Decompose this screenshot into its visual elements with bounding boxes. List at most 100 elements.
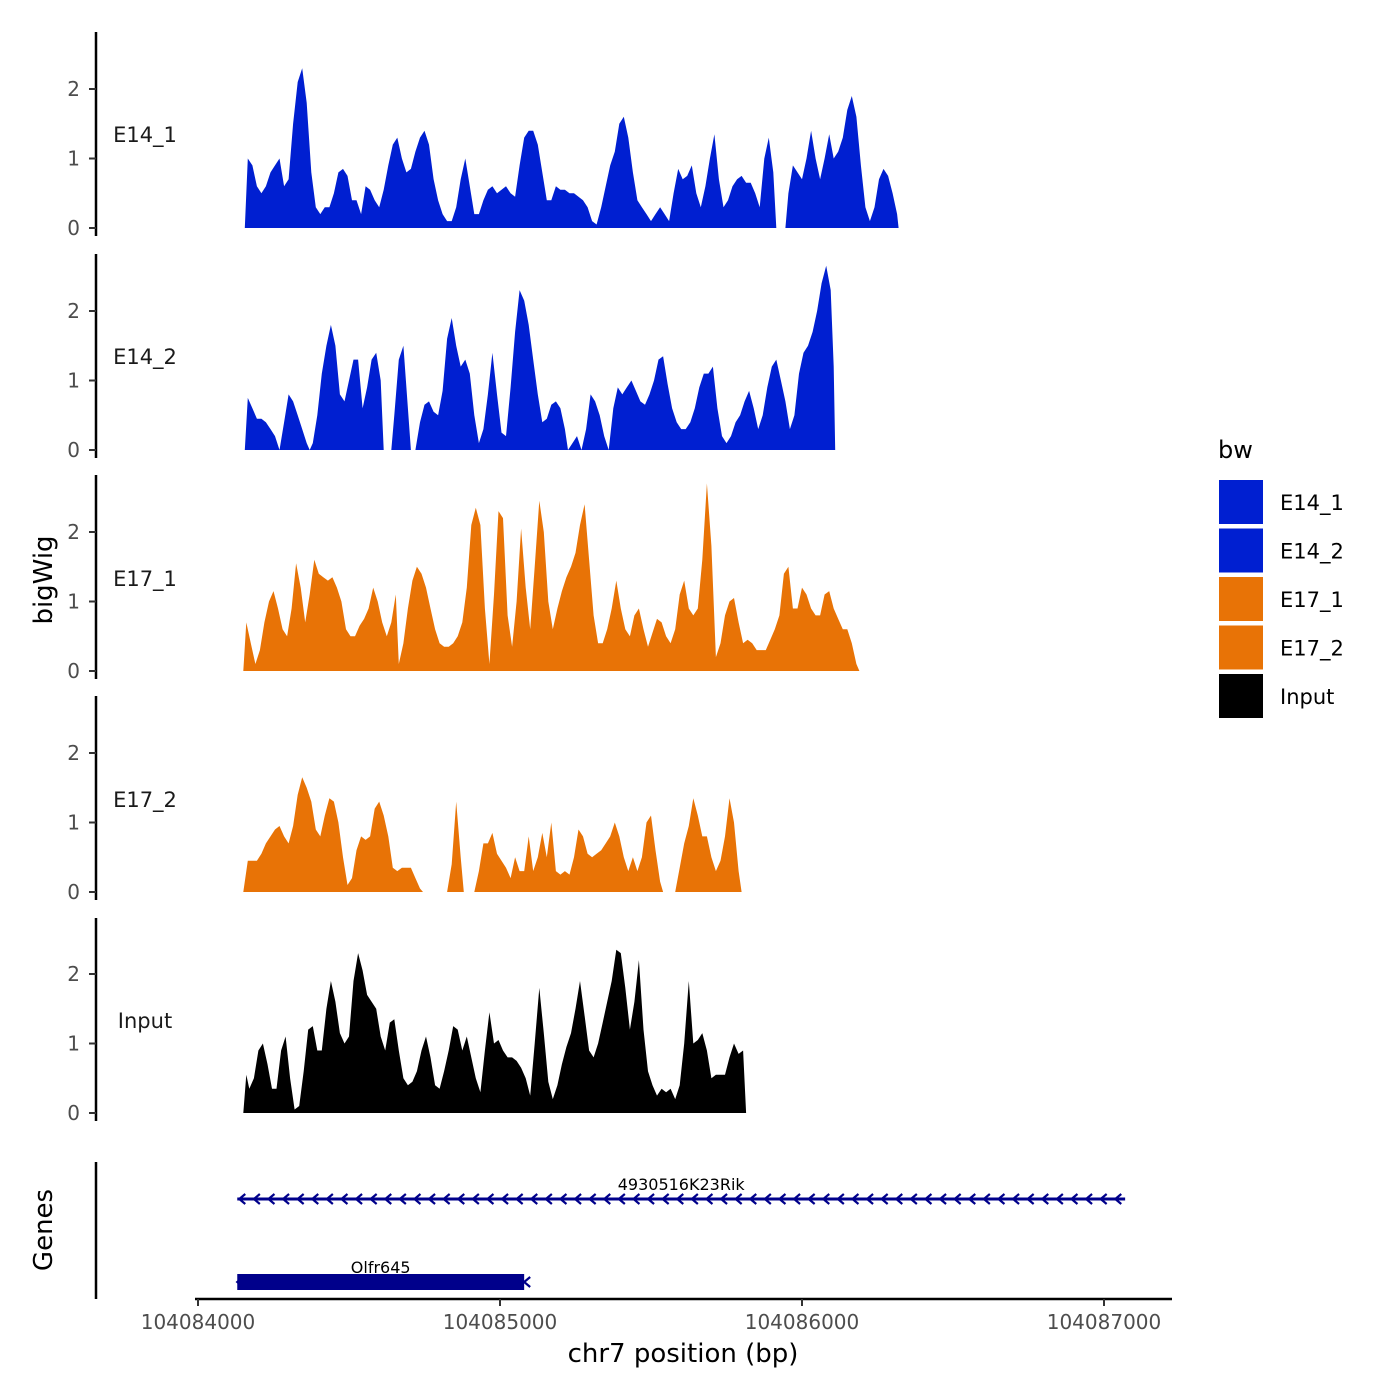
strand-arrow	[909, 1193, 918, 1205]
gene-label: Olfr645	[351, 1258, 411, 1277]
strand-arrow	[719, 1193, 728, 1205]
track-e17-2: 0 1 2 E17_2	[67, 696, 742, 904]
strand-arrow	[1084, 1193, 1093, 1205]
y-tick-label: 0	[67, 880, 80, 904]
y-tick-label: 1	[67, 147, 80, 171]
coverage-area-e14-2	[244, 265, 836, 450]
strand-arrow	[646, 1193, 655, 1205]
strand-arrow	[690, 1193, 699, 1205]
strand-arrow	[354, 1193, 363, 1205]
coverage-area-e17-1	[243, 483, 860, 671]
gene-4930516k23rik: 4930516K23Rik	[237, 1175, 1126, 1205]
x-ticks: 104084000 104085000 104086000 104087000	[141, 1299, 1162, 1334]
gene-olfr645: Olfr645	[235, 1258, 531, 1290]
track-label: Input	[118, 1009, 172, 1033]
y-tick-label: 0	[67, 216, 80, 240]
strand-arrow	[500, 1193, 509, 1205]
x-tick-label: 104084000	[141, 1310, 256, 1334]
track-e14-1: 0 1 2 E14_1	[67, 32, 899, 240]
y-tick-label: 2	[67, 520, 80, 544]
coverage-area-input	[243, 949, 747, 1113]
strand-arrow	[1040, 1193, 1049, 1205]
y-tick-label: 1	[67, 811, 80, 835]
y-tick-label: 2	[67, 962, 80, 986]
strand-arrow	[339, 1193, 349, 1205]
y-tick-label: 2	[67, 299, 80, 323]
strand-arrow	[821, 1193, 830, 1205]
strand-arrow	[514, 1193, 524, 1205]
track-input: 0 1 2 Input	[67, 918, 747, 1125]
strand-arrow	[675, 1193, 684, 1205]
legend-label: E17_2	[1280, 637, 1344, 662]
track-e17-1: 0 1 2 E17_1	[67, 475, 860, 683]
strand-arrow	[456, 1193, 465, 1205]
strand-arrow	[522, 1276, 531, 1288]
strand-arrow	[806, 1193, 816, 1205]
strand-arrow	[1055, 1193, 1064, 1205]
gene-track: Genes 4930516K23Rik Olfr645	[29, 1162, 1126, 1299]
strand-arrow	[441, 1193, 451, 1205]
strand-arrow	[573, 1193, 582, 1205]
legend-label: E14_1	[1280, 491, 1344, 516]
strand-arrow	[485, 1193, 495, 1205]
legend-item-e17-2: E17_2	[1219, 625, 1344, 670]
strand-arrow	[325, 1193, 334, 1205]
legend-item-input: Input	[1219, 674, 1334, 718]
x-tick-label: 104085000	[443, 1310, 558, 1334]
y-tick-label: 2	[67, 741, 80, 765]
legend-swatch	[1219, 480, 1263, 524]
strand-arrow	[1113, 1193, 1122, 1205]
strand-arrow	[252, 1193, 261, 1205]
y-tick-label: 2	[67, 77, 80, 101]
strand-arrow	[879, 1193, 889, 1205]
strand-arrow	[310, 1193, 319, 1205]
coverage-area-e14-1	[244, 68, 899, 228]
strand-arrow	[266, 1193, 276, 1205]
legend-label: Input	[1280, 685, 1334, 709]
strand-arrow	[967, 1193, 976, 1205]
strand-arrow	[412, 1193, 422, 1205]
track-label: E14_2	[113, 345, 177, 370]
strand-arrow	[763, 1193, 772, 1205]
strand-arrow	[1069, 1193, 1079, 1205]
strand-arrow	[383, 1193, 392, 1205]
strand-arrow	[996, 1193, 1006, 1205]
legend-items: E14_1 E14_2 E17_1 E17_2 Input	[1219, 480, 1344, 718]
y-tick-label: 1	[67, 1032, 80, 1056]
x-axis: 104084000 104085000 104086000 104087000 chr…	[141, 1297, 1172, 1369]
track-e14-2: 0 1 2 E14_2	[67, 254, 836, 462]
y-tick-label: 0	[67, 1101, 80, 1125]
strand-arrow	[777, 1193, 787, 1205]
strand-arrow	[235, 1276, 244, 1288]
y-tick-label: 1	[67, 369, 80, 393]
legend-swatch	[1219, 528, 1263, 573]
legend: bw E14_1 E14_2 E17_1 E17_2 Input	[1218, 436, 1344, 718]
strand-arrow	[587, 1193, 597, 1205]
legend-item-e14-1: E14_1	[1219, 480, 1344, 524]
genes-layer: 4930516K23Rik Olfr645	[235, 1175, 1126, 1290]
coverage-tracks: 0 1 2 E14_1 0 1 2 E14_2 0 1 2 E17_1 0 1 2 E17_2 0 1 2 Input	[67, 32, 899, 1125]
strand-arrow	[733, 1193, 743, 1205]
strand-arrow	[865, 1193, 874, 1205]
strand-arrow	[368, 1193, 378, 1205]
strand-arrow	[631, 1193, 641, 1205]
strand-arrow	[398, 1193, 407, 1205]
legend-swatch	[1219, 625, 1263, 670]
y-tick-label: 0	[67, 659, 80, 683]
strand-arrow	[923, 1193, 933, 1205]
strand-arrow	[982, 1193, 991, 1205]
strand-arrow	[427, 1193, 436, 1205]
legend-label: E17_1	[1280, 588, 1344, 613]
strand-arrow	[836, 1193, 845, 1205]
legend-label: E14_2	[1280, 540, 1344, 565]
strand-arrow	[237, 1193, 246, 1205]
strand-arrow	[1011, 1193, 1020, 1205]
coverage-area-e17-2	[243, 777, 742, 892]
x-axis-title: chr7 position (bp)	[568, 1339, 799, 1369]
legend-title: bw	[1218, 436, 1253, 464]
strand-arrow	[1025, 1193, 1035, 1205]
strand-arrow	[544, 1193, 553, 1205]
x-tick-label: 104087000	[1047, 1310, 1162, 1334]
strand-arrow	[850, 1193, 860, 1205]
